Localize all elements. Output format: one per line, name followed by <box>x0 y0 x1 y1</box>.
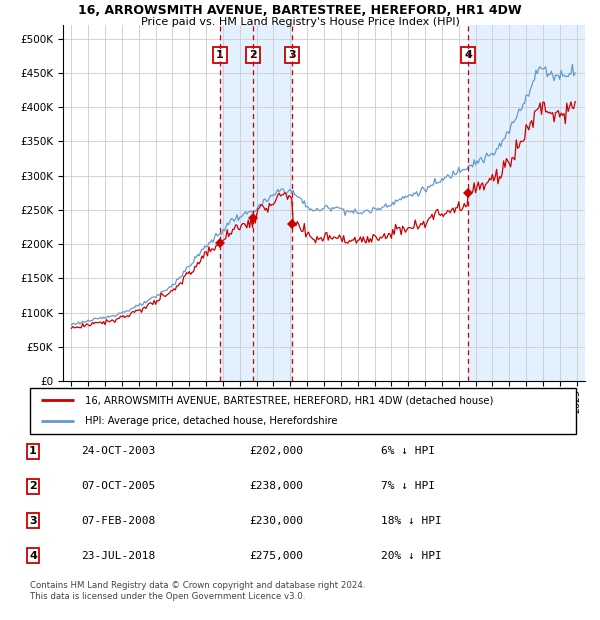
Text: 2: 2 <box>249 50 257 60</box>
Text: 16, ARROWSMITH AVENUE, BARTESTREE, HEREFORD, HR1 4DW (detached house): 16, ARROWSMITH AVENUE, BARTESTREE, HEREF… <box>85 395 493 405</box>
Text: £230,000: £230,000 <box>249 516 303 526</box>
Text: £275,000: £275,000 <box>249 551 303 560</box>
Text: 23-JUL-2018: 23-JUL-2018 <box>81 551 155 560</box>
Text: HPI: Average price, detached house, Herefordshire: HPI: Average price, detached house, Here… <box>85 417 337 427</box>
Text: £202,000: £202,000 <box>249 446 303 456</box>
Text: 07-OCT-2005: 07-OCT-2005 <box>81 481 155 491</box>
Text: 24-OCT-2003: 24-OCT-2003 <box>81 446 155 456</box>
Text: £238,000: £238,000 <box>249 481 303 491</box>
Text: 4: 4 <box>464 50 472 60</box>
Text: Price paid vs. HM Land Registry's House Price Index (HPI): Price paid vs. HM Land Registry's House … <box>140 17 460 27</box>
Text: 18% ↓ HPI: 18% ↓ HPI <box>381 516 442 526</box>
Text: 2: 2 <box>29 481 37 491</box>
Text: This data is licensed under the Open Government Licence v3.0.: This data is licensed under the Open Gov… <box>30 592 305 601</box>
Text: 3: 3 <box>288 50 296 60</box>
Text: Contains HM Land Registry data © Crown copyright and database right 2024.: Contains HM Land Registry data © Crown c… <box>30 581 365 590</box>
Bar <box>220 25 292 381</box>
Bar <box>468 25 585 381</box>
Text: 20% ↓ HPI: 20% ↓ HPI <box>381 551 442 560</box>
Text: 4: 4 <box>29 551 37 560</box>
Text: 1: 1 <box>29 446 37 456</box>
FancyBboxPatch shape <box>30 388 576 434</box>
Text: 16, ARROWSMITH AVENUE, BARTESTREE, HEREFORD, HR1 4DW: 16, ARROWSMITH AVENUE, BARTESTREE, HEREF… <box>78 4 522 17</box>
Text: 3: 3 <box>29 516 37 526</box>
Text: 07-FEB-2008: 07-FEB-2008 <box>81 516 155 526</box>
Text: 1: 1 <box>216 50 224 60</box>
Text: 6% ↓ HPI: 6% ↓ HPI <box>381 446 435 456</box>
Text: 7% ↓ HPI: 7% ↓ HPI <box>381 481 435 491</box>
